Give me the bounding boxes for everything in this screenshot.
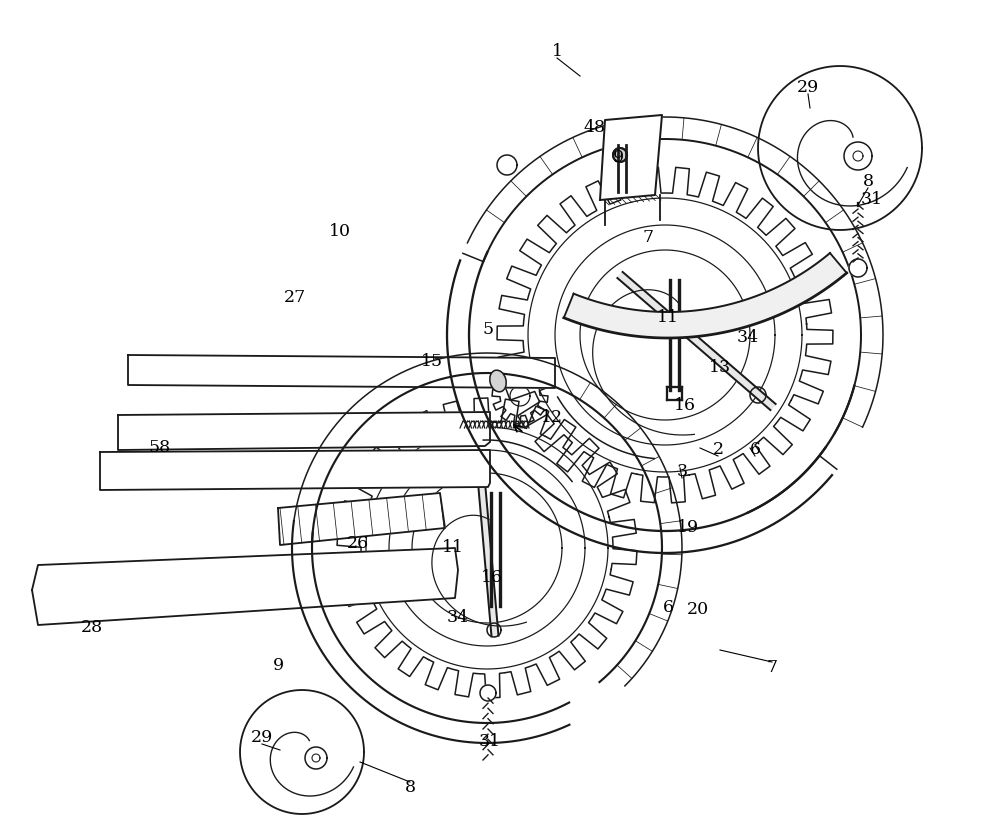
Text: 11: 11 [657, 310, 679, 326]
Polygon shape [617, 272, 776, 410]
Text: 6: 6 [662, 600, 674, 616]
Text: 15: 15 [421, 353, 443, 371]
Polygon shape [278, 493, 445, 545]
Text: 11: 11 [442, 539, 464, 555]
Polygon shape [844, 142, 872, 170]
Text: 20: 20 [687, 601, 709, 619]
Text: 28: 28 [81, 620, 103, 636]
Text: 8: 8 [862, 174, 874, 190]
Polygon shape [564, 253, 847, 338]
Text: 27: 27 [284, 290, 306, 306]
Polygon shape [100, 450, 490, 490]
Text: 31: 31 [861, 191, 883, 209]
Polygon shape [479, 488, 498, 636]
Text: 9: 9 [272, 656, 284, 674]
Polygon shape [849, 259, 867, 277]
Text: 3: 3 [676, 463, 688, 480]
Text: 8: 8 [404, 780, 416, 797]
Polygon shape [118, 412, 490, 450]
Ellipse shape [490, 370, 506, 392]
Polygon shape [480, 685, 496, 701]
Text: 29: 29 [251, 730, 273, 746]
Text: 31: 31 [479, 733, 501, 751]
Text: 29: 29 [797, 79, 819, 97]
Polygon shape [32, 548, 458, 625]
Polygon shape [487, 623, 501, 637]
Text: 7: 7 [766, 660, 778, 676]
Polygon shape [305, 747, 327, 769]
Text: 13: 13 [709, 360, 731, 377]
Text: 48: 48 [584, 119, 606, 136]
Text: 34: 34 [447, 610, 469, 626]
Text: 6: 6 [750, 442, 761, 458]
Text: 16: 16 [481, 569, 503, 586]
Text: 5: 5 [482, 321, 494, 338]
Text: 10: 10 [329, 224, 351, 240]
Polygon shape [613, 148, 627, 162]
Text: 12: 12 [541, 409, 563, 427]
Text: 1: 1 [552, 43, 562, 60]
Polygon shape [128, 355, 555, 388]
Text: 34: 34 [737, 330, 759, 347]
Polygon shape [750, 387, 766, 403]
Polygon shape [600, 115, 662, 200]
Text: 19: 19 [677, 519, 699, 537]
Polygon shape [497, 155, 517, 175]
Text: 9: 9 [612, 149, 624, 166]
Text: 7: 7 [642, 230, 654, 246]
Text: 16: 16 [674, 397, 696, 413]
Text: 2: 2 [712, 442, 724, 458]
Text: 26: 26 [347, 534, 369, 551]
Text: 58: 58 [149, 439, 171, 457]
